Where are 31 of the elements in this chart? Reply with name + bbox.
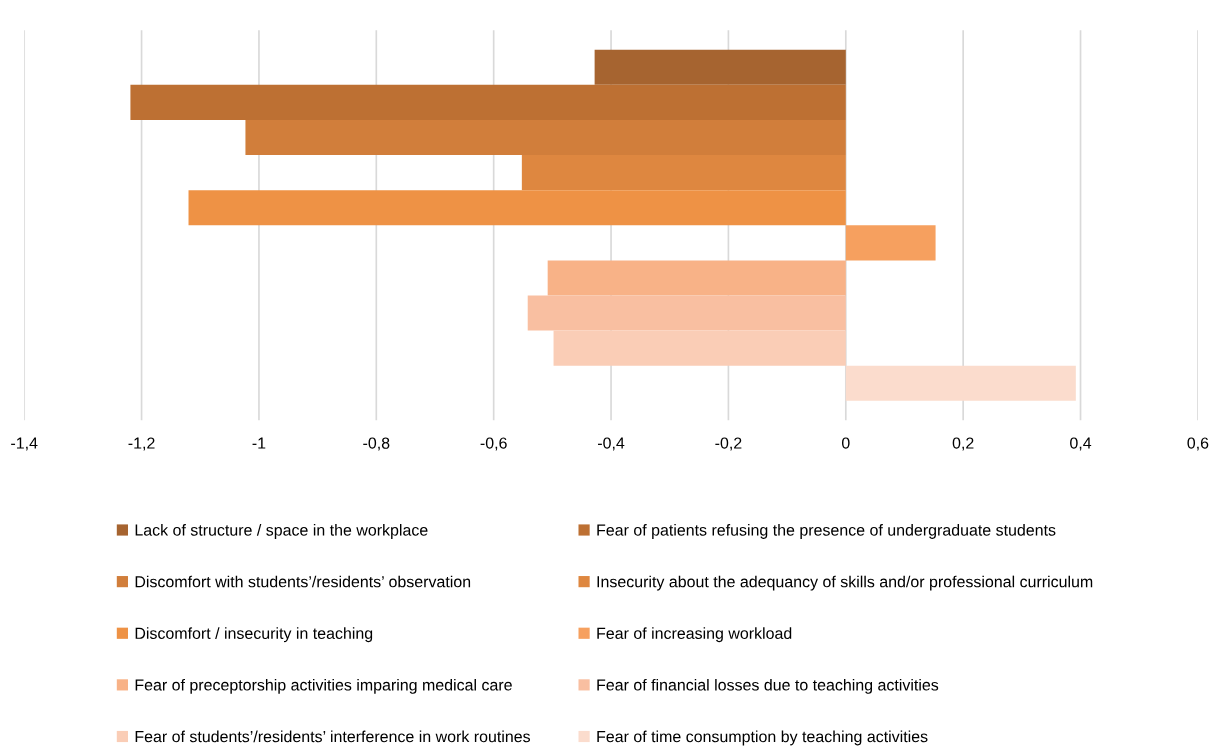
bar <box>521 155 846 191</box>
x-tick-label: -0,6 <box>480 437 507 451</box>
bar <box>594 49 846 85</box>
x-tick-label: 0 <box>841 437 850 449</box>
legend-label: Fear of patients refusing the presence of undergraduate students <box>597 524 1056 539</box>
legend-label: Fear of students’/residents’ interference in work routines <box>135 730 531 743</box>
x-tick-label: -1,4 <box>11 437 38 451</box>
legend-label: Fear of financial losses due to teaching activities <box>597 678 939 694</box>
legend-label: Lack of structure / space in the workplace <box>135 524 428 539</box>
legend-label: Fear of preceptorship activities imparing medical care <box>135 678 512 694</box>
bar <box>553 330 846 366</box>
legend-label: Discomfort with students’/residents’ observation <box>135 575 471 588</box>
x-tick-label: -1,2 <box>128 437 155 451</box>
x-tick-label: -1 <box>252 437 266 449</box>
x-tick-label: -0,2 <box>715 437 742 451</box>
x-tick-label: 0,2 <box>952 437 974 451</box>
legend-label: Insecurity about the adequancy of skills and/or professional curriculum <box>597 575 1093 591</box>
bar <box>527 295 846 331</box>
bar <box>130 84 846 120</box>
bar <box>845 225 936 261</box>
bar <box>845 365 1076 401</box>
bar <box>547 260 846 296</box>
x-tick-label: -0,4 <box>598 437 625 451</box>
x-tick-label: 0,6 <box>1187 437 1209 451</box>
bar <box>188 190 846 226</box>
legend-label: Fear of increasing workload <box>597 627 792 643</box>
x-tick-label: 0,4 <box>1070 437 1092 451</box>
legend-label: Fear of time consumption by teaching activities <box>597 730 928 746</box>
legend-label: Discomfort / insecurity in teaching <box>135 627 373 643</box>
x-tick-label: -0,8 <box>363 437 390 451</box>
bar <box>245 119 846 156</box>
